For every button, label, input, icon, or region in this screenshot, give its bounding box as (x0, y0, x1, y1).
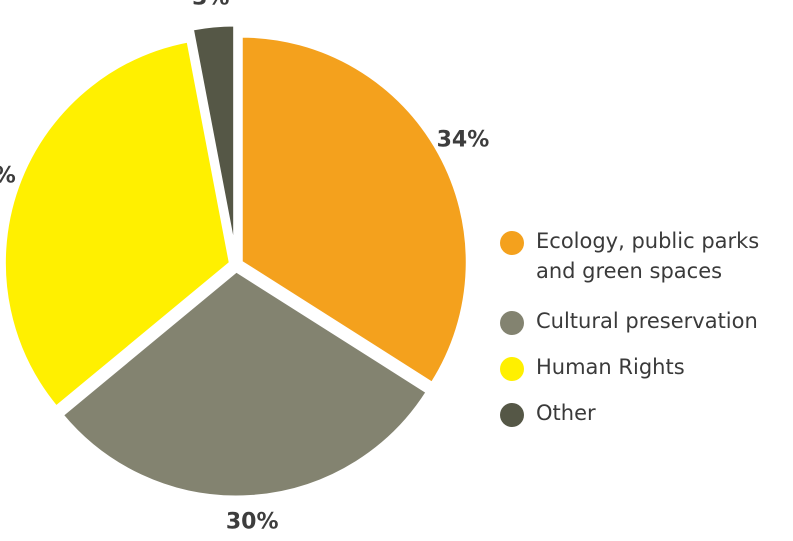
slice-label-cultural: 30% (225, 509, 279, 535)
legend-item-human-rights: Human Rights (500, 352, 793, 382)
pie-slice-ecology (239, 34, 469, 386)
legend-item-cultural: Cultural preservation (500, 306, 793, 336)
legend-label-other: Other (536, 401, 596, 425)
pie-slice-human-rights (2, 39, 232, 410)
slice-label-other: 3% (192, 0, 229, 11)
legend-swatch-ecology (500, 231, 524, 255)
legend-item-other: Other (500, 398, 793, 428)
pie-slice-other (190, 23, 237, 252)
legend-label-cultural: Cultural preservation (536, 309, 758, 333)
legend-item-ecology: Ecology, public parks and green spaces (500, 226, 793, 286)
legend-label-human-rights: Human Rights (536, 355, 685, 379)
legend-swatch-other (500, 403, 524, 427)
legend-swatch-human-rights (500, 357, 524, 381)
legend-swatch-cultural (500, 311, 524, 335)
slice-label-ecology: 34% (436, 127, 490, 153)
slice-label-human-rights: 33% (0, 164, 16, 189)
legend: Ecology, public parks and green spaces C… (500, 226, 793, 444)
legend-label-ecology: Ecology, public parks and green spaces (536, 229, 760, 283)
pie-slice-cultural (60, 269, 430, 499)
